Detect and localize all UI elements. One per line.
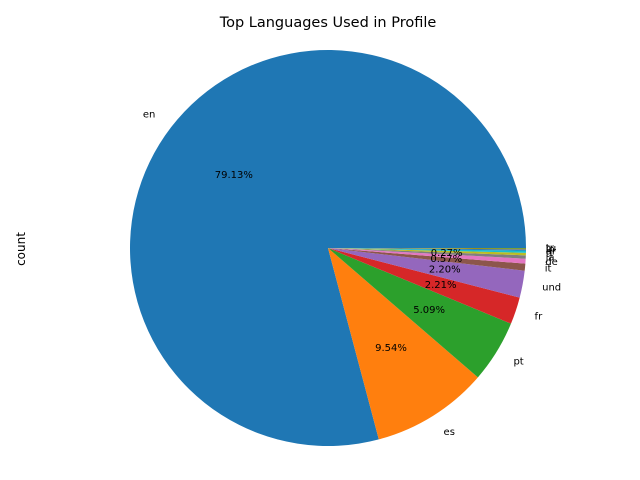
pie-slice-en (130, 50, 527, 447)
slice-label-ja: ja (545, 252, 555, 263)
percent-label-und: 2.20% (429, 264, 461, 275)
slice-label-in: in (546, 245, 555, 256)
percent-label-ja: 0.27% (431, 248, 463, 259)
pie-slice-ar (328, 248, 526, 253)
slice-label-ar: ar (546, 247, 557, 258)
pie-slice-pt (328, 248, 511, 378)
pie-slice-ru (328, 248, 527, 250)
slice-label-pt: pt (513, 357, 523, 368)
pie-slice-tr (328, 248, 527, 249)
percent-label-fr: 2.21% (425, 280, 457, 291)
pie-slice-ja (328, 248, 526, 259)
slice-label-ru: ru (546, 244, 556, 255)
pie-slice-es (328, 248, 478, 440)
chart-title: Top Languages Used in Profile (219, 15, 437, 31)
slice-label-en: en (143, 110, 156, 121)
slice-label-und: und (542, 282, 561, 293)
slice-label-de: de (545, 257, 558, 268)
y-axis-label: count (14, 232, 28, 266)
pie-slice-und (328, 248, 525, 298)
pie-slice-in (328, 248, 526, 251)
pie-slice-de (328, 248, 526, 264)
pie-slices (130, 50, 527, 447)
slice-label-it: it (545, 264, 552, 275)
pie-slice-it (328, 248, 526, 271)
percent-label-pt: 5.09% (413, 305, 445, 316)
pie-labels: en 79.13% es 9.54% pt 5.09% fr 2.21% und 2.20% it 0… (143, 110, 561, 438)
percent-label-es: 9.54% (375, 343, 407, 354)
slice-label-tl: tl (546, 249, 553, 260)
pie-slice-fr (328, 248, 520, 324)
slice-label-es: es (444, 427, 455, 438)
percent-label-en: 79.13% (215, 170, 253, 181)
pie-slice-tl (328, 248, 526, 256)
slice-label-tr: tr (546, 243, 555, 254)
slice-label-fr: fr (535, 312, 544, 323)
percent-label-it: 0.57% (430, 254, 462, 265)
